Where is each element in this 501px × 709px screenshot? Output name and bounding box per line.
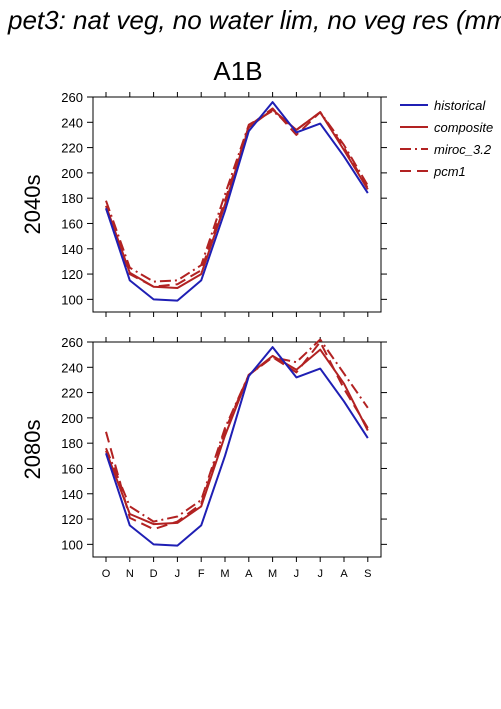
series-line-miroc_3.2 — [105, 338, 369, 523]
legend-label: composite — [434, 120, 493, 135]
y-tick-label: 100 — [61, 292, 83, 307]
series-line-pcm1 — [105, 107, 369, 288]
y-tick-label: 200 — [61, 166, 83, 181]
y-tick-label: 220 — [61, 386, 83, 401]
y-tick-label: 220 — [61, 141, 83, 156]
y-tick-label: 120 — [61, 267, 83, 282]
legend-label: historical — [434, 98, 486, 113]
x-tick-label: S — [364, 568, 371, 580]
y-tick-label: 160 — [61, 461, 83, 476]
y-tick-label: 240 — [61, 115, 83, 130]
x-tick-label: J — [175, 568, 181, 580]
legend-item-miroc_3.2: miroc_3.2 — [400, 142, 492, 157]
legend: historical composite miroc_3.2 pcm1 — [400, 98, 493, 179]
x-tick-label: A — [340, 568, 348, 580]
panel-label: 2040s — [20, 175, 45, 235]
scenario-title: A1B — [213, 56, 262, 86]
legend-item-composite: composite — [400, 120, 493, 135]
panel-2040s: 100 120 140 160 180 200 220 240 260 2040s — [20, 90, 387, 317]
plot-frame — [92, 96, 382, 313]
y-tick-label: 180 — [61, 436, 83, 451]
y-tick-label: 260 — [61, 90, 83, 105]
series-line-historical — [105, 101, 369, 302]
series-line-historical — [105, 346, 369, 547]
x-tick-label: M — [220, 568, 229, 580]
x-tick-label: A — [245, 568, 253, 580]
y-tick-label: 140 — [61, 242, 83, 257]
panel-label: 2080s — [20, 420, 45, 480]
y-tick-label: 240 — [61, 360, 83, 375]
x-tick-label: N — [126, 568, 134, 580]
y-tick-label: 260 — [61, 335, 83, 350]
y-tick-label: 160 — [61, 216, 83, 231]
legend-item-historical: historical — [400, 98, 486, 113]
x-tick-label: D — [150, 568, 158, 580]
figure-title: pet3: nat veg, no water lim, no veg res … — [7, 5, 501, 35]
plot-frame — [92, 341, 382, 558]
y-tick-label: 180 — [61, 191, 83, 206]
legend-label: miroc_3.2 — [434, 142, 492, 157]
x-tick-label: O — [102, 568, 111, 580]
legend-item-pcm1: pcm1 — [400, 164, 466, 179]
series-line-composite — [105, 348, 369, 526]
x-tick-label: J — [317, 568, 323, 580]
panels: 100 120 140 160 180 200 220 240 260 2040s 100 120 14… — [20, 90, 387, 580]
legend-label: pcm1 — [433, 164, 466, 179]
x-tick-label: J — [294, 568, 300, 580]
y-tick-label: 120 — [61, 512, 83, 527]
y-tick-label: 200 — [61, 411, 83, 426]
x-tick-label: M — [268, 568, 277, 580]
series-line-pcm1 — [105, 341, 369, 531]
y-tick-label: 140 — [61, 487, 83, 502]
series-line-miroc_3.2 — [105, 109, 369, 283]
x-tick-label: F — [198, 568, 205, 580]
y-tick-label: 100 — [61, 537, 83, 552]
panel-2080s: 100 120 140 160 180 200 220 240 260 O N D J F M A M J J A S 2… — [20, 335, 387, 580]
